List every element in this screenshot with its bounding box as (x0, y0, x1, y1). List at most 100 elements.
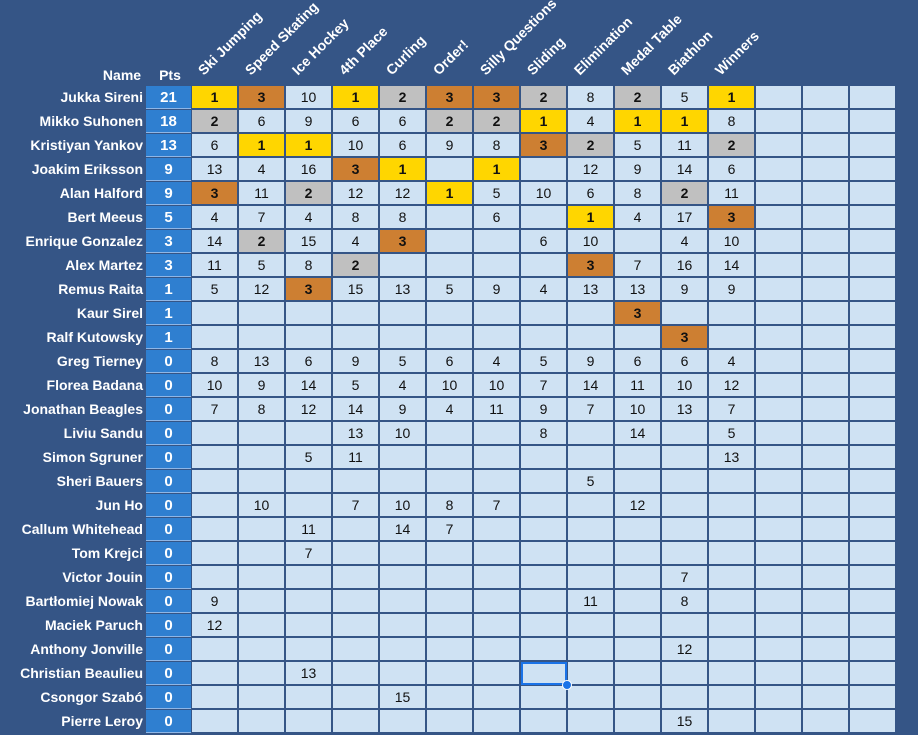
score-cell[interactable]: 17 (662, 206, 708, 229)
score-cell[interactable]: 14 (286, 374, 332, 397)
score-cell[interactable]: 6 (333, 110, 379, 133)
score-cell[interactable] (333, 326, 379, 349)
score-cell[interactable]: 1 (427, 182, 473, 205)
score-cell[interactable] (850, 110, 896, 133)
score-cell[interactable] (850, 158, 896, 181)
score-cell[interactable] (521, 566, 567, 589)
score-cell[interactable] (333, 566, 379, 589)
score-cell[interactable]: 11 (239, 182, 285, 205)
score-cell[interactable]: 2 (662, 182, 708, 205)
player-name[interactable]: Remus Raita (58, 281, 143, 297)
score-cell[interactable] (850, 662, 896, 685)
score-cell[interactable] (380, 566, 426, 589)
score-cell[interactable] (333, 614, 379, 637)
score-cell[interactable] (568, 302, 614, 325)
score-cell[interactable] (662, 446, 708, 469)
score-cell[interactable] (333, 710, 379, 733)
score-cell[interactable] (709, 542, 755, 565)
score-cell[interactable] (568, 614, 614, 637)
score-cell[interactable]: 15 (380, 686, 426, 709)
score-cell[interactable] (192, 518, 238, 541)
score-cell[interactable] (803, 158, 849, 181)
score-cell[interactable]: 9 (615, 158, 661, 181)
score-cell[interactable] (709, 710, 755, 733)
score-cell[interactable] (803, 182, 849, 205)
player-name[interactable]: Victor Jouin (62, 569, 143, 585)
score-cell[interactable] (662, 518, 708, 541)
score-cell[interactable] (380, 254, 426, 277)
score-cell[interactable] (380, 470, 426, 493)
player-points[interactable]: 0 (146, 422, 191, 445)
player-points[interactable]: 0 (146, 494, 191, 517)
score-cell[interactable]: 8 (615, 182, 661, 205)
score-cell[interactable] (803, 422, 849, 445)
score-cell[interactable] (709, 638, 755, 661)
score-cell[interactable]: 14 (709, 254, 755, 277)
player-name[interactable]: Pierre Leroy (61, 713, 143, 729)
score-cell[interactable] (803, 590, 849, 613)
score-cell[interactable]: 2 (521, 86, 567, 109)
player-points[interactable]: 0 (146, 470, 191, 493)
fill-handle[interactable] (562, 680, 572, 690)
score-cell[interactable]: 8 (286, 254, 332, 277)
score-cell[interactable]: 1 (474, 158, 520, 181)
score-cell[interactable]: 16 (286, 158, 332, 181)
score-cell[interactable]: 8 (568, 86, 614, 109)
event-header[interactable]: Silly Questions (474, 0, 560, 84)
score-cell[interactable]: 8 (239, 398, 285, 421)
score-cell[interactable] (803, 446, 849, 469)
score-cell[interactable]: 4 (709, 350, 755, 373)
score-cell[interactable]: 13 (286, 662, 332, 685)
score-cell[interactable]: 5 (380, 350, 426, 373)
player-name[interactable]: Florea Badana (46, 377, 143, 393)
score-cell[interactable] (850, 374, 896, 397)
score-cell[interactable] (850, 710, 896, 733)
score-cell[interactable] (568, 446, 614, 469)
event-header[interactable]: Order! (427, 0, 474, 84)
score-cell[interactable]: 15 (662, 710, 708, 733)
player-points[interactable]: 5 (146, 206, 191, 229)
score-cell[interactable]: 1 (521, 110, 567, 133)
score-cell[interactable] (239, 662, 285, 685)
score-cell[interactable]: 14 (615, 422, 661, 445)
score-cell[interactable] (192, 326, 238, 349)
score-cell[interactable] (192, 446, 238, 469)
score-cell[interactable] (192, 638, 238, 661)
score-cell[interactable]: 11 (568, 590, 614, 613)
player-points[interactable]: 0 (146, 350, 191, 373)
score-cell[interactable] (756, 470, 802, 493)
score-cell[interactable] (521, 710, 567, 733)
score-cell[interactable] (380, 614, 426, 637)
player-name[interactable]: Bert Meeus (67, 209, 143, 225)
score-cell[interactable] (615, 686, 661, 709)
score-cell[interactable] (850, 422, 896, 445)
score-cell[interactable] (709, 662, 755, 685)
score-cell[interactable] (286, 614, 332, 637)
score-cell[interactable] (427, 422, 473, 445)
score-cell[interactable]: 4 (380, 374, 426, 397)
score-cell[interactable] (615, 638, 661, 661)
score-cell[interactable] (803, 566, 849, 589)
score-cell[interactable] (803, 278, 849, 301)
score-cell[interactable] (568, 566, 614, 589)
score-cell[interactable] (427, 230, 473, 253)
score-cell[interactable] (474, 230, 520, 253)
score-cell[interactable]: 5 (521, 350, 567, 373)
score-cell[interactable] (521, 614, 567, 637)
score-cell[interactable] (850, 470, 896, 493)
score-cell[interactable]: 3 (474, 86, 520, 109)
score-cell[interactable]: 13 (662, 398, 708, 421)
score-cell[interactable]: 11 (333, 446, 379, 469)
score-cell[interactable] (239, 686, 285, 709)
score-cell[interactable]: 7 (333, 494, 379, 517)
score-cell[interactable] (850, 302, 896, 325)
score-cell[interactable] (239, 518, 285, 541)
score-cell[interactable]: 3 (333, 158, 379, 181)
score-cell[interactable] (521, 638, 567, 661)
score-cell[interactable] (427, 614, 473, 637)
event-header[interactable]: Sliding (521, 0, 568, 84)
player-name[interactable]: Mikko Suhonen (39, 113, 143, 129)
score-cell[interactable]: 12 (333, 182, 379, 205)
score-cell[interactable] (427, 470, 473, 493)
score-cell[interactable] (662, 494, 708, 517)
